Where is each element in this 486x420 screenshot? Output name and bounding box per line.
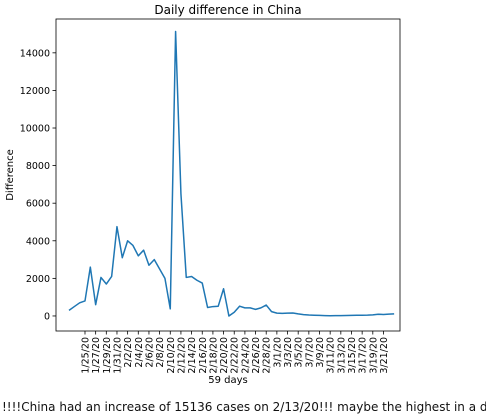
y-tick-label: 2000 [26, 274, 50, 285]
line-chart: Daily difference in China 0 2000 4000 6000 8… [5, 3, 401, 386]
x-tick-label: 1/25/20 [80, 337, 91, 374]
x-tick-label: 3/1/20 [272, 337, 283, 368]
x-tick-label: 2/22/20 [230, 337, 241, 374]
x-tick-label: 2/24/20 [240, 337, 251, 374]
x-tick-label: 3/7/20 [304, 337, 315, 368]
x-tick-label: 2/10/20 [166, 337, 177, 374]
x-tick-label: 2/2/20 [123, 337, 134, 368]
y-tick-label: 10000 [20, 124, 50, 135]
x-tick-label: 3/13/20 [336, 337, 347, 374]
x-tick-label: 3/9/20 [315, 337, 326, 368]
y-tick-label: 8000 [26, 161, 50, 172]
x-tick-label: 2/6/20 [144, 337, 155, 368]
y-axis: 0 2000 4000 6000 8000 10000 12000 14000 [20, 48, 56, 322]
y-tick-label: 0 [44, 311, 50, 322]
x-tick-label: 2/16/20 [198, 337, 209, 374]
chart-title: Daily difference in China [154, 3, 301, 17]
x-tick-label: 2/8/20 [155, 337, 166, 368]
y-tick-label: 14000 [20, 48, 50, 59]
caption-text: !!!!China had an increase of 15136 cases… [2, 400, 486, 414]
y-tick-label: 4000 [26, 236, 50, 247]
x-tick-label: 2/14/20 [187, 337, 198, 374]
x-tick-label: 2/18/20 [208, 337, 219, 374]
plot-area [55, 18, 401, 332]
y-tick-label: 6000 [26, 199, 50, 210]
x-tick-label: 2/26/20 [251, 337, 262, 374]
series-line [68, 30, 395, 317]
x-tick-label: 3/5/20 [294, 337, 305, 368]
x-tick-label: 1/29/20 [102, 337, 113, 374]
x-axis: 1/25/20 1/27/20 1/29/20 1/31/20 2/2/20 2/4/20… [80, 331, 390, 374]
x-tick-label: 2/12/20 [176, 337, 187, 374]
x-tick-label: 1/31/20 [112, 337, 123, 374]
x-tick-label: 3/3/20 [283, 337, 294, 368]
x-tick-label: 2/28/20 [262, 337, 273, 374]
x-tick-label: 2/20/20 [219, 337, 230, 374]
x-tick-label: 3/17/20 [358, 337, 369, 374]
y-tick-label: 12000 [20, 86, 50, 97]
series-layer [68, 30, 395, 317]
y-axis-label: Difference [5, 149, 16, 201]
x-axis-label: 59 days [208, 375, 248, 386]
x-tick-label: 3/11/20 [326, 337, 337, 374]
x-tick-label: 2/4/20 [134, 337, 145, 368]
x-tick-label: 1/27/20 [91, 337, 102, 374]
x-tick-label: 3/19/20 [368, 337, 379, 374]
x-tick-label: 3/15/20 [347, 337, 358, 374]
x-tick-label: 3/21/20 [379, 337, 390, 374]
